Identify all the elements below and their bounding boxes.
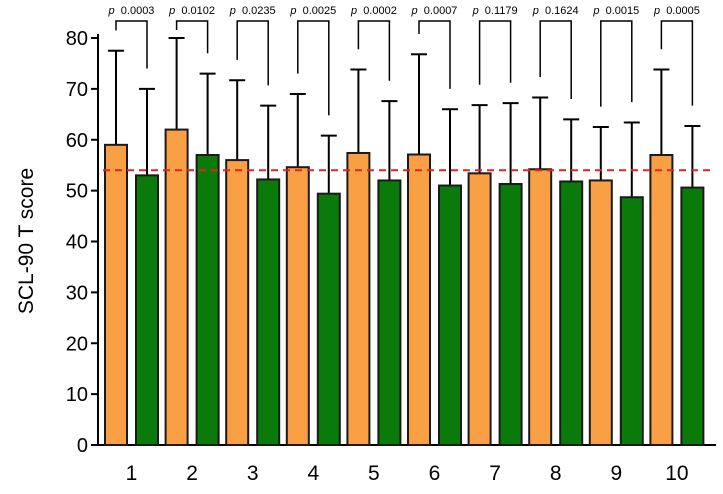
bar-green — [619, 196, 644, 446]
x-tick-label: 5 — [368, 462, 380, 485]
x-tick-label: 4 — [307, 462, 319, 485]
bar-orange — [225, 159, 250, 446]
bar-green — [195, 154, 220, 446]
significance-bracket — [236, 20, 269, 86]
y-tick-label: 0 — [77, 435, 88, 457]
bar-green — [559, 180, 584, 446]
x-tick-label: 2 — [186, 462, 198, 485]
bar-green — [135, 174, 159, 447]
significance-bracket — [539, 20, 572, 100]
x-tick-label: 8 — [550, 462, 562, 485]
x-tick-label: 3 — [247, 462, 259, 485]
p-value-label: p 0.1179 — [472, 5, 518, 17]
x-tick-label: 9 — [610, 462, 622, 485]
bar-orange — [104, 143, 128, 446]
significance-bracket — [600, 20, 633, 107]
bar-orange — [164, 128, 189, 446]
bar-orange — [467, 172, 492, 446]
bar-orange — [649, 154, 674, 446]
y-axis-label: SCL-90 T score — [15, 168, 38, 314]
bar-orange — [588, 179, 613, 446]
p-value-label: p 0.0235 — [229, 5, 276, 17]
p-value-label: p 0.0007 — [411, 5, 458, 17]
bar-orange — [285, 166, 310, 446]
bar-green — [377, 179, 402, 446]
x-tick-label: 7 — [489, 462, 501, 485]
bar-green — [438, 184, 462, 446]
bar-green — [256, 178, 281, 446]
p-value-label: p 0.0005 — [653, 5, 700, 17]
significance-bracket — [175, 20, 209, 54]
y-tick-label: 30 — [66, 282, 88, 304]
significance-bracket — [297, 20, 330, 116]
p-value-label: p 0.0002 — [350, 5, 397, 17]
p-value-label: p 0.0015 — [592, 5, 639, 17]
bar-green — [680, 186, 705, 446]
y-tick-label: 20 — [66, 333, 88, 355]
p-value-label: p 0.0003 — [108, 5, 155, 17]
p-value-label: p 0.1624 — [532, 5, 579, 17]
significance-bracket — [418, 20, 451, 89]
significance-bracket — [478, 20, 512, 85]
bar-green — [498, 183, 523, 446]
significance-bracket — [357, 20, 391, 81]
y-tick-label: 60 — [66, 130, 88, 152]
x-tick-label: 6 — [429, 462, 441, 485]
p-value-label: p 0.0025 — [289, 5, 336, 17]
p-value-label: p 0.0102 — [168, 5, 215, 17]
y-tick-label: 40 — [66, 232, 88, 254]
significance-bracket — [660, 20, 694, 106]
y-tick-label: 70 — [66, 79, 88, 101]
bar-orange — [407, 153, 431, 446]
x-tick-label: 10 — [665, 462, 688, 485]
y-tick-label: 80 — [66, 28, 88, 50]
y-tick-label: 50 — [66, 181, 88, 203]
x-tick-label: 1 — [126, 462, 138, 485]
bar-orange — [346, 151, 371, 446]
bar-green — [316, 192, 341, 446]
bar-orange — [528, 168, 553, 446]
y-tick-label: 10 — [66, 384, 88, 406]
significance-bracket — [115, 20, 148, 69]
